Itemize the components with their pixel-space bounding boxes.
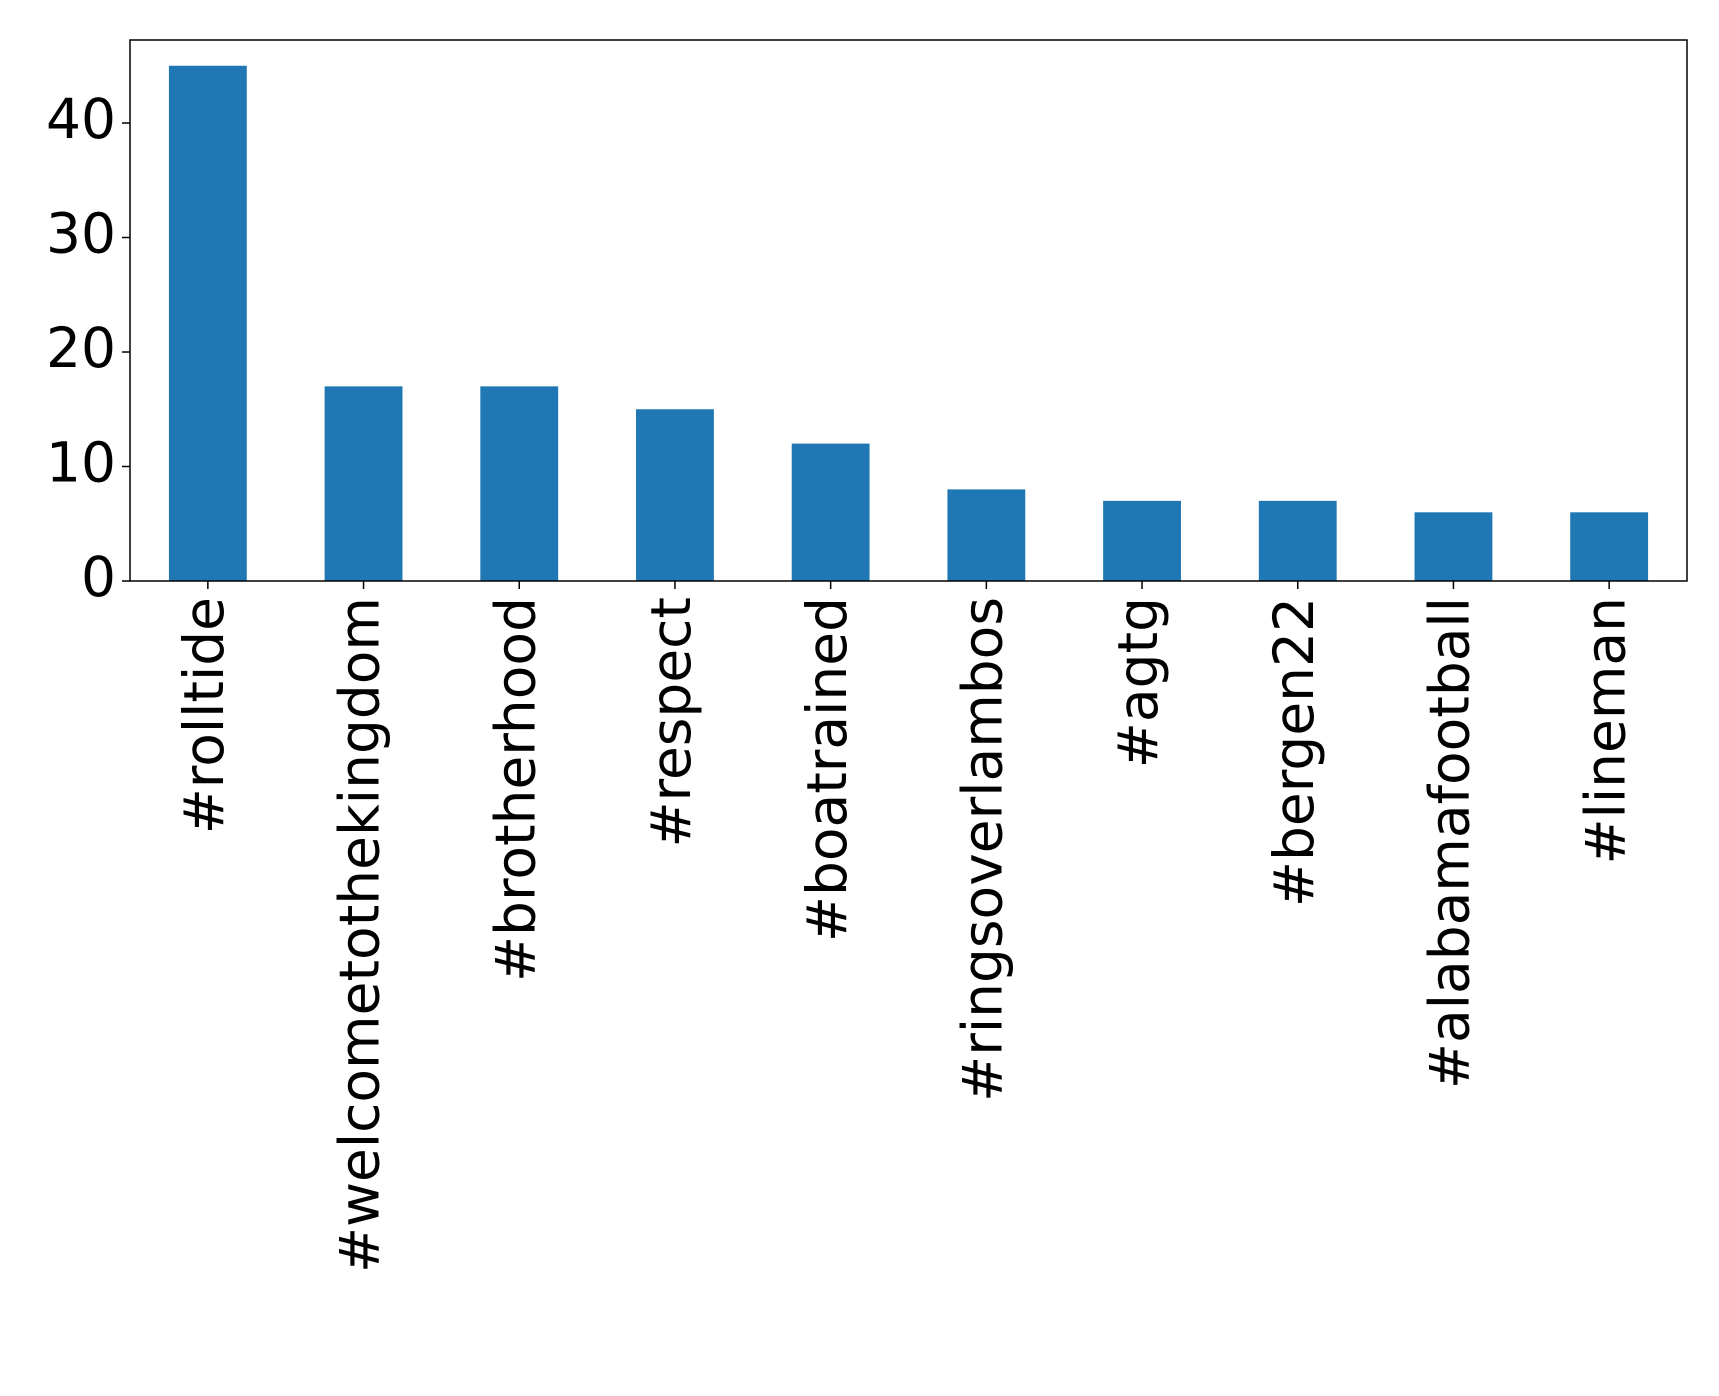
x-tick-label: #lineman bbox=[1573, 597, 1637, 864]
bar bbox=[480, 386, 559, 581]
x-tick-label: #bergen22 bbox=[1262, 597, 1326, 907]
bar bbox=[1414, 512, 1493, 581]
x-tick-label: #alabamafootball bbox=[1418, 597, 1482, 1089]
y-tick-label: 0 bbox=[81, 545, 116, 609]
x-tick-label: #rolltide bbox=[172, 597, 236, 834]
bar bbox=[1103, 500, 1181, 581]
bar bbox=[1258, 500, 1337, 581]
y-tick-label: 30 bbox=[46, 202, 116, 266]
bar bbox=[168, 65, 247, 581]
x-tick-label: #brotherhood bbox=[483, 597, 547, 982]
y-tick-label: 20 bbox=[46, 316, 116, 380]
bar bbox=[791, 443, 870, 581]
bar bbox=[636, 409, 714, 581]
x-tick-label: #ringsoverlambos bbox=[950, 597, 1014, 1102]
bar bbox=[1570, 512, 1649, 581]
x-tick-label: #respect bbox=[639, 597, 703, 848]
x-tick-label: #welcometothekingdom bbox=[328, 597, 392, 1273]
y-tick-label: 10 bbox=[46, 431, 116, 495]
x-tick-label: #agtg bbox=[1106, 597, 1170, 768]
bar bbox=[324, 386, 403, 581]
bar bbox=[947, 489, 1026, 581]
plot-frame bbox=[129, 39, 1688, 582]
y-tick-label: 40 bbox=[46, 87, 116, 151]
x-tick-label: #boatrained bbox=[795, 597, 859, 942]
